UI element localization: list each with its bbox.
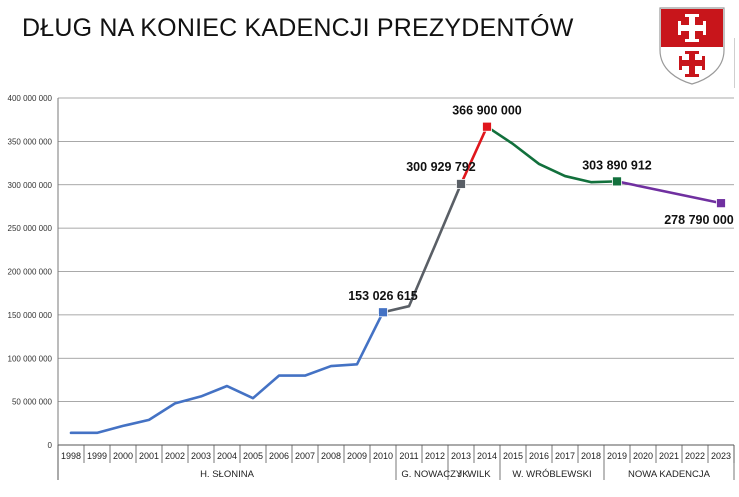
coat-of-arms-logo: [659, 7, 725, 85]
x-tick-label: 2014: [477, 451, 497, 461]
x-tick-label: 2001: [139, 451, 159, 461]
series-lines: [69, 125, 723, 435]
data-label: 366 900 000: [452, 104, 522, 118]
series-line: [485, 125, 619, 184]
x-tick-label: 2003: [191, 451, 211, 461]
data-label: 153 026 615: [348, 289, 418, 303]
point-marker: [378, 307, 388, 318]
x-tick-label: 2006: [269, 451, 289, 461]
y-tick-label: 0: [48, 441, 53, 450]
x-tick-label: 2000: [113, 451, 133, 461]
y-tick-label: 400 000 000: [8, 94, 53, 103]
y-axis-tick-labels: 0 50 000 000 100 000 000 150 000 000 200 000…: [8, 94, 53, 450]
x-tick-label: 2016: [529, 451, 549, 461]
x-tick-label: 2018: [581, 451, 601, 461]
x-axis-tick-labels: 1998 1999 2000 2001 2002 2003 2004 2005 2006 2007…: [61, 445, 735, 463]
x-tick-label: 2015: [503, 451, 523, 461]
point-marker: [482, 121, 492, 132]
x-tick-label: 2008: [321, 451, 341, 461]
x-tick-label: 2022: [685, 451, 705, 461]
x-tick-label: 2021: [659, 451, 679, 461]
data-label: 278 790 000: [664, 213, 734, 227]
x-tick-label: 1998: [61, 451, 81, 461]
x-tick-label: 2009: [347, 451, 367, 461]
data-label: 300 929 792: [406, 160, 476, 174]
series-line: [459, 125, 489, 186]
y-tick-label: 100 000 000: [8, 354, 53, 363]
point-marker: [456, 179, 466, 189]
x-tick-label: 2010: [373, 451, 393, 461]
y-tick-label: 250 000 000: [8, 224, 53, 233]
x-tick-label: 1999: [87, 451, 107, 461]
x-tick-label: 2020: [633, 451, 653, 461]
term-label: J. WILK: [457, 469, 491, 480]
x-tick-label: 2023: [711, 451, 731, 461]
data-label: 303 890 912: [582, 158, 652, 172]
point-marker: [612, 176, 622, 187]
y-tick-label: 350 000 000: [8, 137, 53, 146]
y-tick-label: 200 000 000: [8, 268, 53, 277]
page-title: DŁUG NA KONIEC KADENCJI PREZYDENTÓW: [22, 14, 574, 42]
data-labels: 153 026 615 300 929 792 366 900 000 303 890…: [348, 104, 734, 304]
x-tick-label: 2019: [607, 451, 627, 461]
x-tick-label: 2004: [217, 451, 237, 461]
point-marker: [716, 198, 726, 209]
term-label: W. WRÓBLEWSKI: [512, 469, 591, 480]
x-tick-label: 2012: [425, 451, 445, 461]
x-tick-label: 2013: [451, 451, 471, 461]
series-line: [615, 180, 723, 205]
y-tick-label: 300 000 000: [8, 181, 53, 190]
term-label: H. SŁONINA: [200, 469, 255, 480]
series-line: [381, 182, 463, 314]
top-cross-icon: [678, 14, 706, 42]
series-line: [69, 310, 385, 435]
decorative-divider: [734, 38, 735, 88]
gridlines: [58, 97, 734, 403]
x-tick-label: 2005: [243, 451, 263, 461]
x-tick-label: 2002: [165, 451, 185, 461]
term-label: NOWA KADENCJA: [628, 469, 711, 480]
y-tick-label: 150 000 000: [8, 311, 53, 320]
x-tick-label: 2007: [295, 451, 315, 461]
x-tick-label: 2011: [399, 451, 418, 461]
series-markers: [378, 121, 726, 318]
bottom-cross-icon: [679, 51, 705, 77]
x-tick-label: 2017: [555, 451, 575, 461]
term-label: G. NOWACZYK: [401, 469, 469, 480]
y-tick-label: 50 000 000: [12, 398, 53, 407]
